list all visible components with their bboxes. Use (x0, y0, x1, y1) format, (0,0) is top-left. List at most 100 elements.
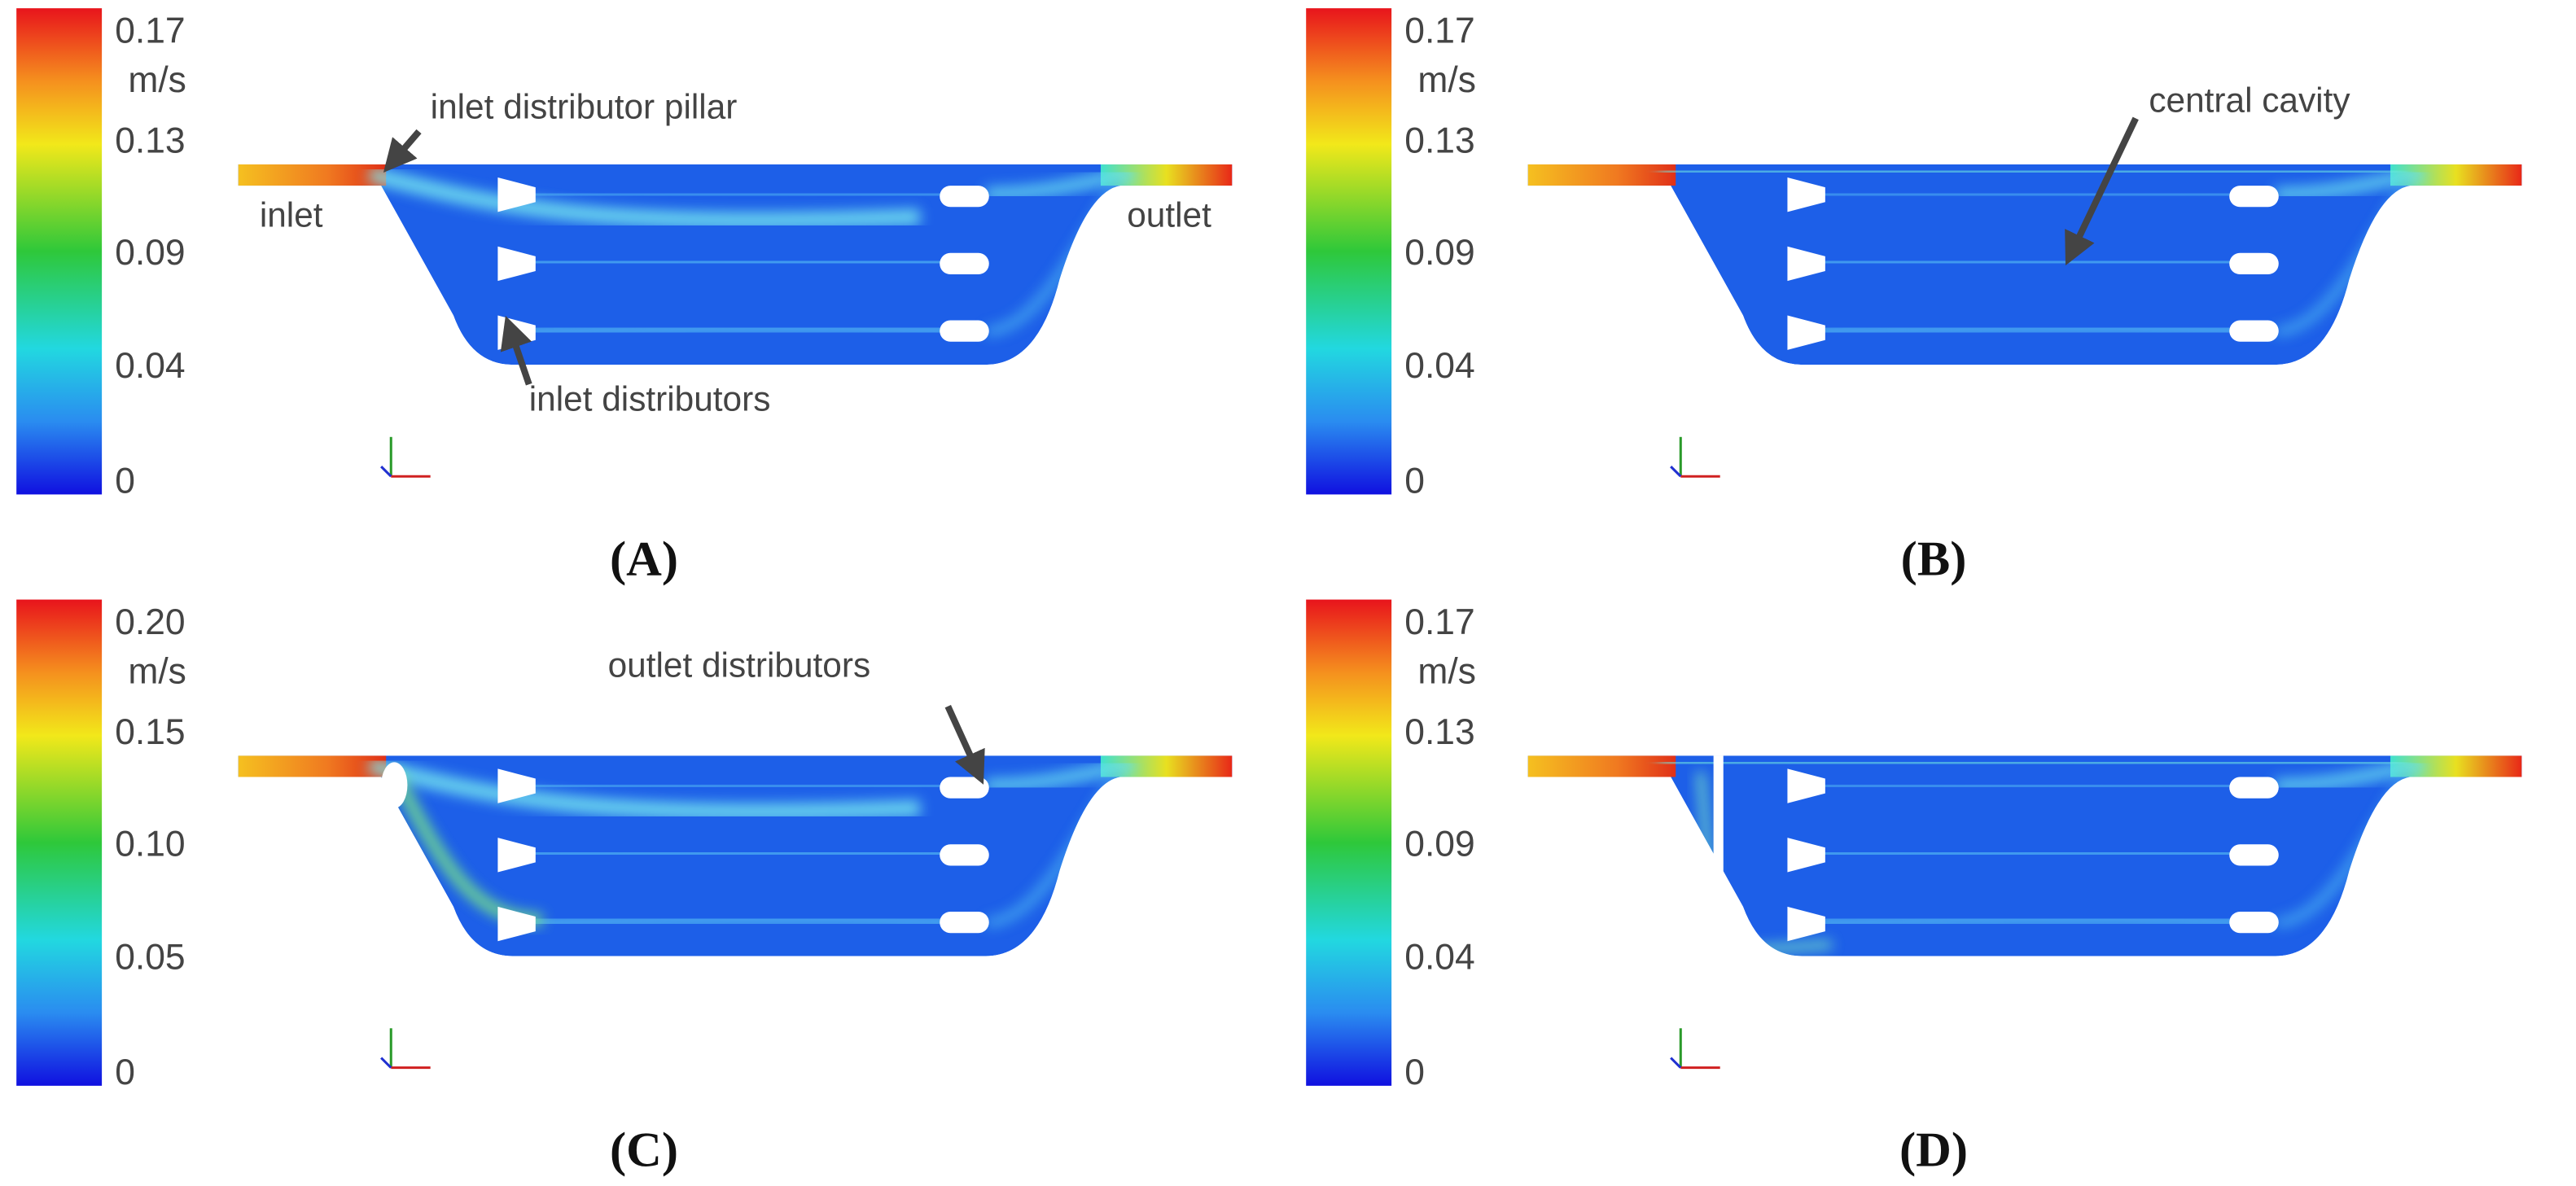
flow-field (1527, 164, 2522, 365)
flow-streak (1815, 321, 2259, 339)
inlet-distributor (1787, 768, 1825, 803)
colorbar-label: 0 (1404, 1053, 1425, 1092)
flow-streak (985, 167, 1135, 201)
inlet-distributor (497, 177, 536, 212)
outlet-distributor (2229, 777, 2279, 799)
flow-streak (525, 846, 970, 861)
inlet-distributor (497, 246, 536, 282)
flow-streak (985, 759, 1135, 792)
colorbar-label: 0.04 (1404, 938, 1474, 978)
triad-z (380, 1057, 392, 1069)
colorbar (16, 8, 103, 495)
flow-streak (1658, 164, 2407, 179)
colorbar-label: 0.15 (115, 712, 185, 752)
panel-label: (B) (1901, 532, 1967, 586)
colorbar-unit: m/s (1417, 60, 1475, 100)
inlet-distributor (1787, 246, 1825, 282)
outlet-distributor (2229, 844, 2279, 866)
colorbar-label: 0.04 (1404, 346, 1474, 386)
panel: 0.17 0.13 0.09 0.04 0 m/s (D) (1306, 599, 2522, 1178)
outlet-distributor (2229, 186, 2279, 208)
inlet-flow (1527, 755, 1676, 777)
inlet-distributor (1787, 906, 1825, 942)
colorbar-label: 0 (1404, 461, 1425, 501)
outlet-distributor (2229, 911, 2279, 934)
colorbar-label: 0.17 (115, 11, 185, 51)
colorbar-label: 0.20 (115, 602, 185, 642)
triad-z (1670, 1057, 1682, 1069)
colorbar-label: 0 (115, 1053, 135, 1092)
panel-label: (D) (1899, 1123, 1968, 1178)
annotation: inlet distributors (529, 380, 771, 418)
inlet-distributor (1787, 838, 1825, 873)
inlet-distributor (1787, 177, 1825, 212)
inlet-flow (238, 164, 387, 186)
annotation-arrow (2065, 116, 2139, 266)
inlet-distributor (497, 906, 536, 942)
colorbar-unit: m/s (128, 60, 186, 100)
colorbar-label: 0.04 (115, 346, 185, 386)
flow-streak (2275, 167, 2425, 201)
colorbar-label: 0 (115, 461, 135, 501)
inlet-plate (1713, 755, 1724, 937)
flow-streak (1815, 846, 2259, 861)
triad-z (1670, 466, 1682, 478)
outlet-distributor (940, 320, 989, 342)
flow-streak (525, 189, 970, 201)
outlet-distributor (940, 911, 989, 934)
flow-streak (1815, 780, 2259, 792)
annotation: outlet distributors (608, 646, 871, 684)
flow-streak (525, 780, 970, 792)
colorbar-label: 0.09 (1404, 824, 1474, 864)
annotation: inlet (260, 196, 323, 234)
colorbar-label: 0.13 (115, 121, 185, 161)
flow-streak (367, 166, 921, 229)
flow-field (1527, 755, 2522, 956)
colorbar-unit: m/s (1417, 651, 1475, 691)
inlet-flow (1527, 164, 1676, 186)
inlet-distributor (497, 838, 536, 873)
colorbar-label: 0.17 (1404, 602, 1474, 642)
annotation: inlet distributor pillar (431, 87, 738, 125)
flow-streak (1815, 255, 2259, 269)
annotation: outlet (1127, 196, 1211, 234)
flow-streak (2275, 759, 2425, 792)
flow-streak (1658, 755, 2407, 771)
colorbar (16, 599, 103, 1086)
colorbar-label: 0.09 (1404, 233, 1474, 273)
colorbar (1306, 599, 1392, 1086)
colorbar-label: 0.05 (115, 938, 185, 978)
outlet-distributor (940, 186, 989, 208)
inlet-flow (238, 755, 387, 777)
outlet-distributor (940, 252, 989, 275)
outlet-distributor (2229, 320, 2279, 342)
flow-streak (525, 255, 970, 269)
inlet-distributor (1787, 315, 1825, 350)
colorbar-label: 0.09 (115, 233, 185, 273)
annotation: central cavity (2149, 81, 2350, 119)
panel: 0.17 0.13 0.09 0.04 0 m/s central cavity (B) (1306, 8, 2522, 586)
triad-z (380, 466, 392, 478)
inlet-distributor (497, 768, 536, 803)
panel: 0.17 0.13 0.09 0.04 0 m/s inlet distributor pi… (16, 8, 1233, 586)
panel: 0.20 0.15 0.10 0.05 0 m/s outlet distributors (… (16, 599, 1233, 1178)
colorbar-label: 0.13 (1404, 121, 1474, 161)
flow-streak (1815, 912, 2259, 930)
colorbar-label: 0.10 (115, 824, 185, 864)
flow-streak (525, 912, 970, 930)
flow-streak (525, 321, 970, 339)
colorbar-label: 0.17 (1404, 11, 1474, 51)
outlet-distributor (940, 777, 989, 799)
panel-label: (C) (610, 1123, 678, 1178)
colorbar-label: 0.13 (1404, 712, 1474, 752)
inlet-pillar (381, 762, 408, 808)
colorbar (1306, 8, 1392, 495)
annotation-arrow (383, 129, 422, 173)
outlet-distributor (2229, 252, 2279, 275)
annotation-arrow (944, 705, 985, 785)
colorbar-unit: m/s (128, 651, 186, 691)
annotation-arrow (500, 315, 532, 386)
flow-streak (1815, 189, 2259, 201)
flow-field (238, 164, 1233, 365)
